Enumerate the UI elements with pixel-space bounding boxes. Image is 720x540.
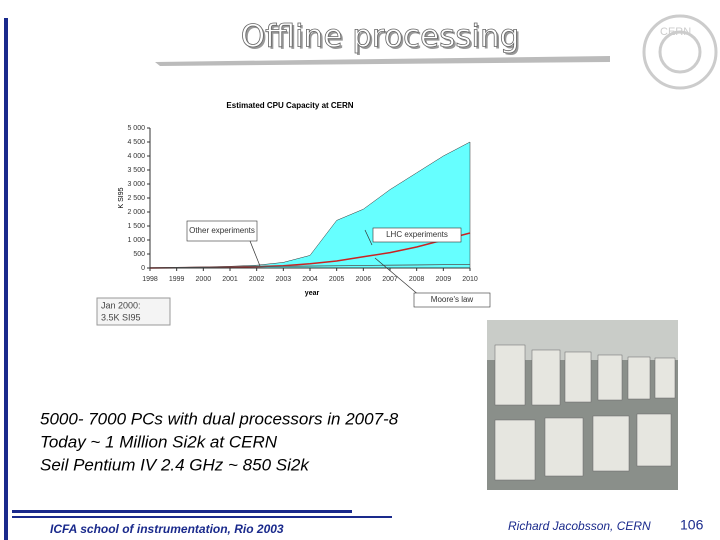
left-bar [4, 18, 8, 540]
line [149, 263, 471, 269]
title-underline [155, 56, 610, 66]
callout-label: Moore's law [431, 295, 474, 304]
x-tick-label: 2002 [249, 276, 265, 283]
photo [487, 320, 678, 490]
x-axis-label: year [305, 290, 320, 297]
y-tick-label: 2 000 [127, 209, 145, 216]
x-tick-label: 2008 [409, 276, 425, 283]
annotation-box [96, 297, 171, 326]
title-shadow: Offline processing [243, 21, 522, 57]
callout-box [413, 292, 491, 308]
bullet: Today ~ 1 Million Si2k at CERN [40, 432, 278, 451]
y-tick-label: 3 500 [127, 167, 145, 174]
y-tick-label: 2 500 [127, 195, 145, 202]
callout-pointer [364, 229, 373, 246]
bottom-bar [12, 516, 392, 518]
x-tick-label: 1999 [169, 276, 185, 283]
callout-box [372, 227, 462, 243]
chart: Estimated CPU Capacity at CERN K SI95 year… [118, 101, 491, 308]
callout-pointer [249, 240, 261, 267]
cern-logo: CERN [642, 14, 718, 90]
x-tick-label: 2007 [382, 276, 398, 283]
bottom-bar [12, 510, 352, 513]
x-tick-label: 2005 [329, 276, 345, 283]
x-tick-label: 2006 [356, 276, 372, 283]
bullet: Seil Pentium IV 2.4 GHz ~ 850 Si2k [40, 455, 310, 474]
callout-box [186, 220, 258, 242]
annotation: Jan 2000: [101, 300, 141, 310]
bullet: 5000- 7000 PCs with dual processors in 2… [40, 409, 399, 428]
footer-right: Richard Jacobsson, CERN [508, 519, 651, 533]
y-tick-label: 4 500 [127, 139, 145, 146]
callout-label: LHC experiments [386, 230, 448, 239]
y-axis-label: K SI95 [118, 187, 125, 208]
footer-left: ICFA school of instrumentation, Rio 2003 [50, 522, 284, 536]
x-tick-label: 2010 [462, 276, 478, 283]
y-tick-label: 1 000 [127, 237, 145, 244]
y-tick-label: 5 000 [127, 125, 145, 132]
x-tick-label: 2001 [222, 276, 238, 283]
page-number: 106 [680, 517, 704, 533]
logo-text: CERN [660, 26, 691, 38]
x-tick-label: 2000 [196, 276, 212, 283]
chart-title: Estimated CPU Capacity at CERN [226, 101, 353, 110]
callout-pointer [374, 257, 421, 297]
y-tick-label: 4 000 [127, 153, 145, 160]
x-tick-label: 2003 [276, 276, 292, 283]
callout-label: Other experiments [189, 226, 255, 235]
annotation: 3.5K SI95 [101, 312, 141, 322]
y-tick-label: 3 000 [127, 181, 145, 188]
y-tick-label: 500 [133, 251, 145, 258]
y-tick-label: 1 500 [127, 223, 145, 230]
x-tick-label: 1998 [142, 276, 158, 283]
y-tick-label: 0 [141, 265, 145, 272]
area [149, 141, 471, 269]
x-tick-label: 2009 [436, 276, 452, 283]
title: Offline processing [241, 19, 520, 55]
x-tick-label: 2004 [302, 276, 318, 283]
